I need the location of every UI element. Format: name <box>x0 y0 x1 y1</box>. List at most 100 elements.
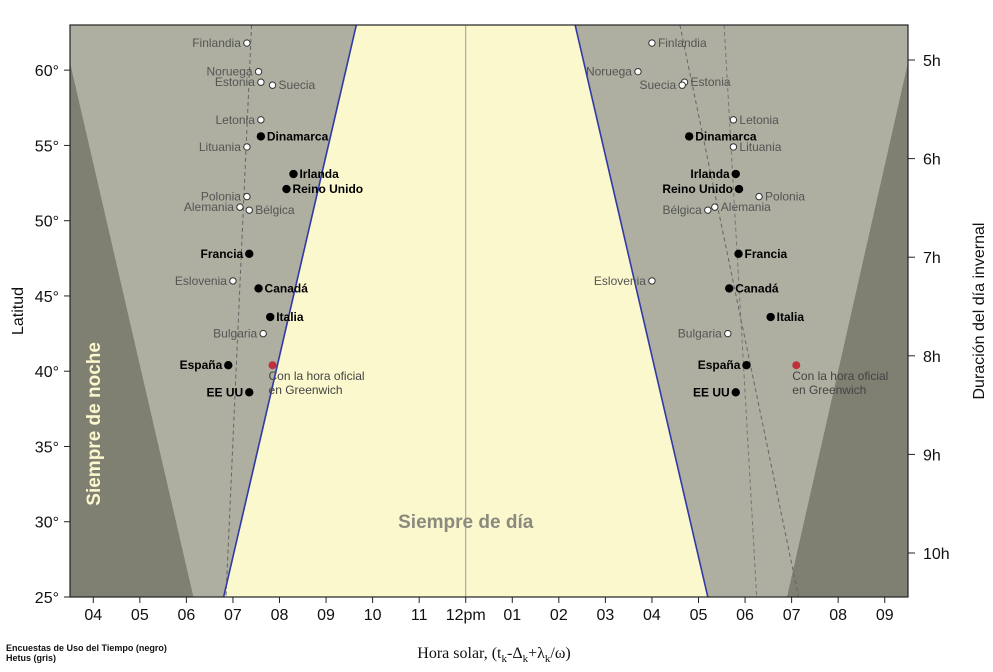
tus-point <box>725 284 734 293</box>
right-tick-label: 5h <box>923 53 941 70</box>
greenwich-point <box>792 361 801 370</box>
y-tick-label: 40° <box>35 364 59 381</box>
country-label: EE UU <box>693 385 730 399</box>
country-label: EE UU <box>207 385 244 399</box>
country-label: Canadá <box>735 281 779 295</box>
plot-area <box>69 24 909 598</box>
tus-point <box>684 132 694 141</box>
country-label: Canadá <box>265 281 309 295</box>
country-label: Francia <box>745 247 788 261</box>
country-label: Estonia <box>215 75 255 89</box>
sunset-boundary <box>574 24 709 598</box>
tus-point <box>766 312 775 322</box>
y-tick-label: 25° <box>35 590 59 607</box>
hetus-point <box>243 39 251 47</box>
hetus-point <box>257 78 265 86</box>
country-label: Dinamarca <box>695 129 757 143</box>
x-tick-label: 10 <box>364 607 382 624</box>
y-tick-label: 55° <box>35 138 59 155</box>
right-tick-label: 6h <box>923 152 941 169</box>
x-tick-label: 08 <box>829 607 847 624</box>
right-tick-label: 7h <box>923 250 941 267</box>
tus-point <box>256 132 266 141</box>
hetus-point <box>678 81 686 89</box>
y-axis-title: Latitud <box>10 287 27 335</box>
axes: 04 05 06 07 08 09 10 11 12pm 01 02 03 04 05 06 07 08 09 25… <box>10 53 988 665</box>
x-tick-label: 06 <box>177 607 195 624</box>
tus-point <box>742 360 751 370</box>
tus-point <box>289 169 298 179</box>
hetus-point <box>229 277 237 285</box>
tus-point <box>734 184 744 194</box>
country-label: Lituania <box>739 140 781 154</box>
day-region-label: Siempre de día <box>398 512 534 533</box>
left-dashed-guide <box>225 24 253 598</box>
x-tick-label: 08 <box>271 607 289 624</box>
country-label: Letonia <box>739 113 779 127</box>
tus-point <box>734 249 743 258</box>
y-tick-label: 60° <box>35 63 59 80</box>
tus-point <box>265 312 275 322</box>
country-label: España <box>698 358 741 372</box>
right-tick-label: 10h <box>923 546 950 563</box>
greenwich-label: Con la hora oficial en Greenwich <box>269 369 365 397</box>
country-label: Bélgica <box>662 203 702 217</box>
country-label: Noruega <box>586 65 632 79</box>
hetus-point <box>729 116 738 124</box>
x-axis-title: Hora solar, (tk-Δk+λk/ω) <box>417 645 570 665</box>
country-label: Noruega <box>207 65 253 79</box>
country-label: Bélgica <box>255 203 295 217</box>
footnote-hetus: Hetus (gris) <box>6 653 57 663</box>
hetus-point <box>724 329 732 338</box>
country-label: Reino Unido <box>662 182 733 196</box>
country-label: Estonia <box>691 75 731 89</box>
x-tick-label: 07 <box>224 607 242 624</box>
x-tick-label: 06 <box>736 607 754 624</box>
y-tick-label: 35° <box>35 439 59 456</box>
country-label: Eslovenia <box>175 274 227 288</box>
country-label: Francia <box>201 247 244 261</box>
hetus-point <box>257 116 265 124</box>
x-tick-label: 11 <box>411 607 428 624</box>
country-label: Italia <box>777 310 805 324</box>
hetus-point <box>711 203 719 211</box>
x-tick-label: 12pm <box>446 607 486 624</box>
hetus-point <box>755 192 763 201</box>
x-tick-label: 09 <box>876 607 894 624</box>
y-tick-label: 30° <box>35 515 59 532</box>
country-label: Suecia <box>640 78 677 92</box>
hetus-point <box>243 143 251 151</box>
hetus-point <box>634 67 642 76</box>
country-label: Eslovenia <box>594 274 646 288</box>
y-tick-label: 45° <box>35 289 59 306</box>
right-tick-label: 9h <box>923 447 941 464</box>
country-label: Bulgaria <box>213 327 257 341</box>
x-tick-label: 05 <box>131 607 149 624</box>
night-region-label: Siempre de noche <box>84 342 105 506</box>
x-tick-label: 01 <box>503 607 521 624</box>
greenwich-point <box>268 361 277 370</box>
plot-frame <box>69 24 909 598</box>
country-label: Alemania <box>721 200 771 214</box>
tus-point <box>282 184 291 194</box>
x-tick-label: 02 <box>550 607 568 624</box>
country-label: Dinamarca <box>267 129 329 143</box>
right-axis-title: Duración del día invernal <box>971 223 988 400</box>
country-label: Italia <box>276 310 304 324</box>
hetus-point <box>648 39 656 47</box>
x-tick-label: 05 <box>690 607 708 624</box>
x-tick-label: 03 <box>596 607 614 624</box>
x-tick-label: 09 <box>317 607 335 624</box>
right-dashed-guide-2 <box>723 24 758 598</box>
country-label: Finlandia <box>192 36 241 50</box>
country-label: Suecia <box>279 78 316 92</box>
greenwich-label: Con la hora oficial en Greenwich <box>792 369 888 397</box>
hetus-point <box>259 329 267 338</box>
tus-point <box>245 388 254 397</box>
right-tick-label: 8h <box>923 349 941 366</box>
sunrise-boundary <box>222 24 358 598</box>
hetus-point <box>243 192 251 201</box>
hetus-point <box>729 143 738 151</box>
hetus-point <box>254 67 263 76</box>
country-label: Bulgaria <box>678 327 722 341</box>
